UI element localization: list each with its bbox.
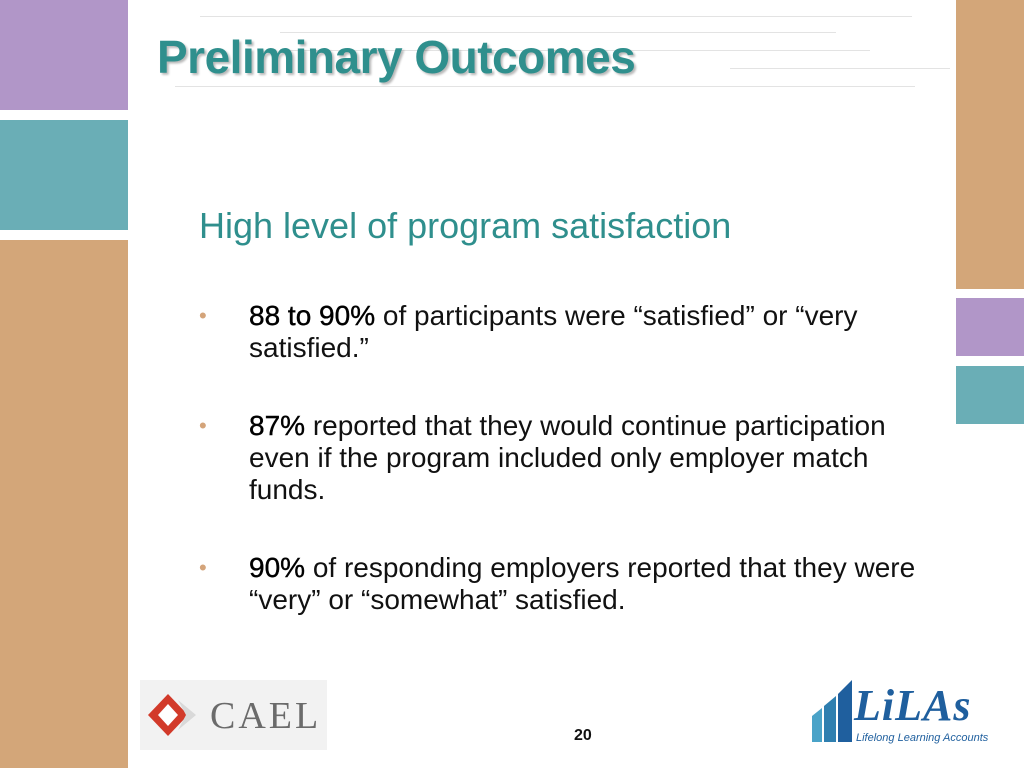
lilas-bars-logo-icon [812,680,852,742]
right-purple-block [956,298,1024,356]
slide-title: Preliminary Outcomes [157,31,636,83]
bullet-item: • 88 to 90% of participants were “satisf… [199,300,929,364]
lilas-logo: LiLAs Lifelong Learning Accounts [808,676,998,748]
bullet-highlight: 87% [249,410,306,441]
bullet-dot: • [199,303,207,328]
left-purple-block [0,0,128,110]
bullet-dot: • [199,413,207,438]
lilas-tagline: Lifelong Learning Accounts [856,732,989,744]
bullet-highlight: 88 to 90% [249,300,376,331]
left-teal-block [0,120,128,230]
lilas-logo-text: LiLAs [854,681,972,730]
header-rule [200,16,912,17]
cael-diamond-logo-icon [148,694,196,736]
cael-logo: CAEL [140,680,327,750]
bullet-highlight: 90% [249,552,306,583]
header-rule [730,68,950,69]
bullet-text: of responding employers reported that th… [249,552,916,615]
left-tan-block [0,240,128,768]
bullet-list: • 88 to 90% of participants were “satisf… [199,300,929,616]
header-rule [280,32,836,33]
slide-subtitle: High level of program satisfaction [199,205,732,246]
bullet-dot: • [199,555,207,580]
header-rule [290,50,870,51]
bullet-item: • 87% reported that they would continue … [199,410,929,506]
cael-logo-text: CAEL [210,695,322,737]
bullet-text: reported that they would continue partic… [249,410,886,505]
page-number: 20 [574,727,592,744]
header-rule [175,86,915,87]
right-tan-block [956,0,1024,289]
bullet-item: • 90% of responding employers reported t… [199,552,929,616]
right-teal-block [956,366,1024,424]
bullet-text: of participants were “satisfied” or “ver… [249,300,858,363]
